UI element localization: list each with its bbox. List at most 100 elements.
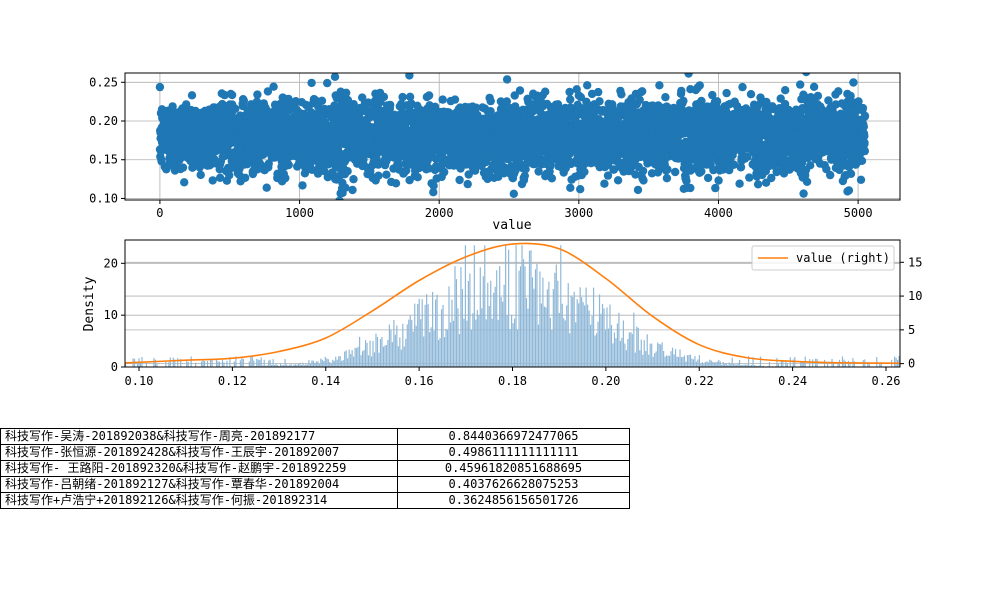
scatter-point [834,87,843,96]
scatter-point [382,170,391,179]
scatter-point [662,174,672,183]
scatter-point [343,95,353,105]
scatter-point [183,204,191,212]
scatter-point [595,97,604,106]
scatter-point [298,181,307,190]
scatter-point [196,170,205,180]
scatter-point [440,167,449,177]
scatter-point [613,176,623,185]
scatter-point [781,86,790,95]
scatter-point [655,81,664,90]
scatter-point [594,87,603,97]
scatter-point [227,90,237,100]
scatter-point [438,95,447,104]
scatter-point [215,173,225,182]
scatter-point [374,171,383,180]
scatter-point [364,98,373,107]
scatter-point [711,183,720,193]
scatter-point [284,160,293,170]
scatter-point [168,102,177,111]
scatter-point [239,96,248,105]
scatter-point [334,53,342,61]
scatter-point [576,185,585,194]
scatter-point [178,163,188,172]
scatter-point [320,166,329,176]
scatter-point [566,183,575,192]
scatter-point [813,91,823,101]
scatter-point [846,169,856,178]
scatter-point [220,90,229,100]
scatter-point [391,179,401,188]
scatter-point [638,166,648,176]
scatter-point [583,81,592,90]
scatter-point [799,189,808,198]
scatter-point [712,97,722,106]
scatter-point [681,199,684,200]
scatter-points [155,53,870,245]
scatter-point [661,93,670,102]
scatter-point [349,175,358,184]
scatter-point [547,174,557,183]
scatter-point [849,78,858,87]
scatter-point [703,173,713,183]
scatter-point [262,183,271,192]
scatter-point [348,185,357,195]
scatter-point [600,179,609,188]
scatter-subplot: 0 1000 2000 3000 4000 5000 0.100.150.200.25 v… [89,53,901,245]
scatter-point [269,82,278,91]
scatter-point [307,78,316,88]
scatter-point [809,82,819,92]
scatter-point [617,90,626,99]
scatter-point [686,183,695,193]
scatter-point [639,176,648,185]
scatter-point [802,73,811,77]
scatter-point [429,181,438,190]
scatter-point [695,81,704,90]
scatter-point [463,179,472,189]
scatter-point [405,73,414,80]
scatter-point [311,96,320,105]
scatter-point [208,176,217,185]
scatter-point [697,167,706,176]
scatter-point [330,73,340,81]
scatter-point [502,75,512,84]
scatter-point [424,91,434,100]
scatter-point [379,92,389,102]
scatter-point [284,106,294,115]
scatter-point [745,173,754,182]
scatter-point [671,167,680,177]
scatter-point [826,170,835,180]
scatter-point [509,189,518,198]
scatter-point [317,96,327,106]
scatter-point [566,95,575,104]
scatter-point [398,92,407,102]
scatter-point [796,80,805,89]
scatter-point [253,90,262,99]
scatter-point [155,82,165,92]
scatter-point [844,186,854,195]
scatter-point [331,237,339,245]
scatter-point [335,196,344,200]
scatter-point [341,183,350,192]
scatter-point [263,87,273,96]
scatter-point [677,86,686,96]
scatter-point [241,173,250,182]
scatter-point [714,176,723,185]
scatter-point [180,178,189,187]
scatter-point [342,88,351,98]
scatter-point [307,165,317,174]
scatter-point [333,200,341,208]
scatter-point [187,91,197,100]
scatter-point [231,104,240,113]
scatter-point [679,96,688,106]
scatter-point [413,173,422,182]
scatter-point [343,167,352,176]
scatter-point [486,96,495,106]
scatter-point [753,180,763,189]
scatter-point [722,88,731,98]
scatter-point [450,95,460,104]
scatter-point [638,87,647,96]
scatter-point [663,165,672,174]
scatter-point [182,100,191,109]
scatter-point [455,175,464,185]
